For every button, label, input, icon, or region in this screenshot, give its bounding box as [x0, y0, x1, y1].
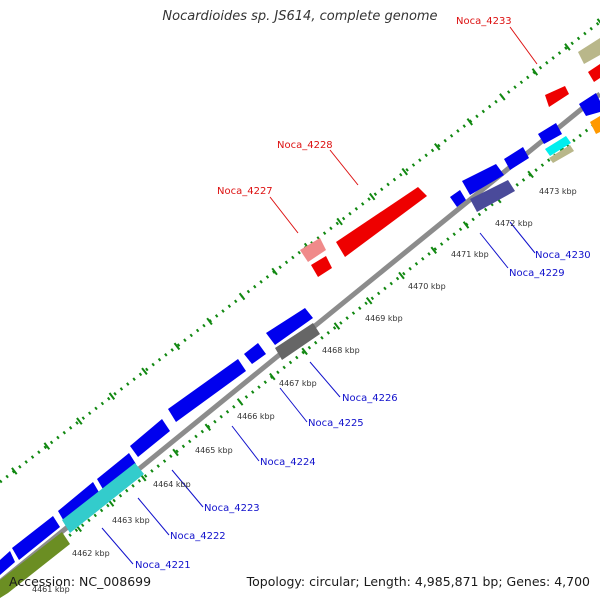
label-noca-4230[interactable]: Noca_4230	[535, 250, 591, 261]
gene-blue-7[interactable]	[244, 343, 266, 364]
gene-blue-2[interactable]	[12, 516, 60, 560]
gene-red-edge[interactable]	[588, 64, 600, 82]
major-tick	[365, 296, 373, 305]
major-tick	[398, 271, 405, 280]
major-tick	[301, 347, 308, 356]
major-tick	[466, 117, 474, 126]
major-tick	[434, 142, 441, 151]
major-tick	[238, 292, 246, 301]
kbp-marker-4466: 4466 kbp	[237, 412, 275, 421]
major-tick	[269, 372, 276, 381]
label-noca-4222[interactable]: Noca_4222	[170, 531, 226, 542]
major-tick	[430, 246, 437, 255]
label-noca-4228[interactable]: Noca_4228	[277, 140, 333, 151]
major-tick	[206, 317, 213, 326]
gene-noca-4221-olive[interactable]	[0, 532, 70, 598]
gene-blue-1[interactable]	[0, 551, 15, 575]
major-tick	[564, 43, 571, 51]
label-noca-4225[interactable]: Noca_4225	[308, 418, 364, 429]
major-tick	[43, 442, 51, 450]
label-noca-4224[interactable]: Noca_4224	[260, 457, 316, 468]
label-noca-4226[interactable]: Noca_4226	[342, 393, 398, 404]
gene-khaki-small[interactable]	[549, 145, 574, 163]
kbp-marker-4472: 4472 kbp	[495, 219, 533, 228]
gene-noca-4222-cyan[interactable]	[62, 463, 144, 533]
pointer-lines	[101, 26, 538, 565]
label-noca-4229[interactable]: Noca_4229	[509, 268, 565, 279]
major-tick	[531, 68, 539, 76]
kbp-marker-4463: 4463 kbp	[112, 516, 150, 525]
gene-noca-4229-slate[interactable]	[470, 180, 515, 212]
label-noca-4227[interactable]: Noca_4227	[217, 186, 273, 197]
kbp-marker-4469: 4469 kbp	[365, 314, 403, 323]
gene-noca-4227b[interactable]	[311, 256, 332, 277]
topology-text: Topology: circular; Length: 4,985,871 bp…	[246, 574, 590, 589]
major-tick	[172, 448, 179, 457]
gene-blue-6[interactable]	[168, 359, 246, 422]
kbp-marker-4462: 4462 kbp	[72, 549, 110, 558]
major-tick	[462, 221, 470, 229]
major-tick	[333, 322, 341, 330]
kbp-marker-4467: 4467 kbp	[279, 379, 317, 388]
label-noca-4233[interactable]: Noca_4233	[456, 16, 512, 27]
kbp-marker-4468: 4468 kbp	[322, 346, 360, 355]
gene-blue-4[interactable]	[97, 453, 136, 491]
major-tick	[76, 417, 83, 425]
major-tick	[336, 217, 343, 226]
major-tick	[499, 93, 506, 101]
major-tick	[173, 342, 181, 351]
kbp-marker-4473: 4473 kbp	[539, 187, 577, 196]
gene-blue-13[interactable]	[579, 93, 600, 116]
gene-blue-11[interactable]	[504, 147, 529, 170]
accession-text: Accession: NC_008699	[9, 574, 152, 589]
gene-khaki-top[interactable]	[578, 38, 600, 64]
gene-noca-4228[interactable]	[336, 187, 427, 257]
gene-blue-5[interactable]	[130, 419, 170, 457]
gene-blue-9[interactable]	[450, 190, 466, 207]
map-title: Nocardioides sp. JS614, complete genome	[162, 9, 438, 24]
gene-cyan-small[interactable]	[545, 136, 571, 156]
gene-noca-4233[interactable]	[545, 86, 569, 107]
major-tick	[204, 423, 212, 432]
kbp-marker-4465: 4465 kbp	[195, 446, 233, 455]
gene-blue-8[interactable]	[266, 308, 313, 345]
gene-orange[interactable]	[590, 116, 600, 134]
major-tick	[527, 170, 534, 179]
major-tick	[369, 192, 376, 201]
kbp-marker-4461: 4461 kbp	[32, 585, 70, 594]
gene-blue-12[interactable]	[538, 123, 562, 144]
major-tick	[401, 167, 408, 176]
major-tick	[236, 398, 244, 406]
gene-blue-10[interactable]	[462, 164, 504, 195]
kbp-marker-4464: 4464 kbp	[153, 480, 191, 489]
gene-noca-4226-gray[interactable]	[275, 323, 320, 360]
major-tick	[11, 467, 18, 475]
major-tick	[271, 267, 278, 276]
major-tick	[141, 367, 148, 376]
kbp-marker-4471: 4471 kbp	[451, 250, 489, 259]
gene-noca-4227[interactable]	[300, 238, 326, 262]
major-tick	[108, 392, 116, 400]
kbp-marker-4470: 4470 kbp	[408, 282, 446, 291]
label-noca-4221[interactable]: Noca_4221	[135, 560, 191, 571]
gene-blue-3[interactable]	[58, 482, 100, 523]
label-noca-4223[interactable]: Noca_4223	[204, 503, 260, 514]
